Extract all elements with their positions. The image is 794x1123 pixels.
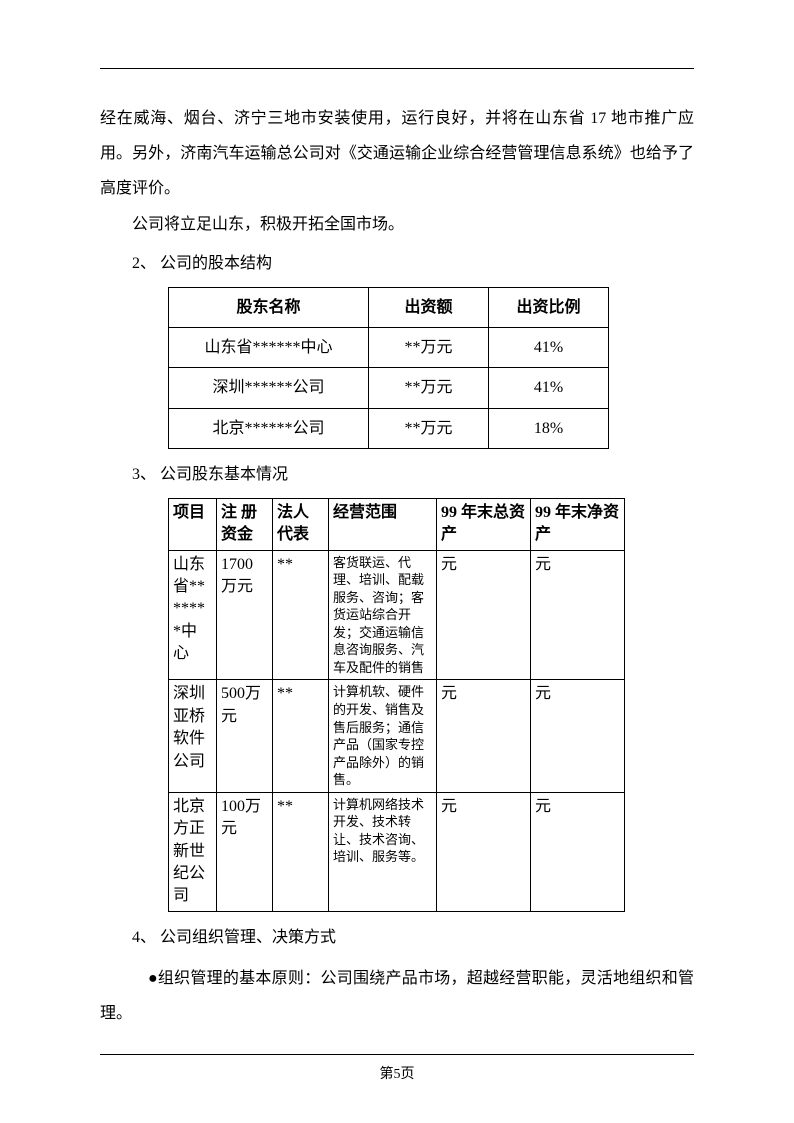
- table-cell: **: [273, 792, 329, 911]
- table-cell: 41%: [489, 328, 609, 368]
- paragraph-1: 经在威海、烟台、济宁三地市安装使用，运行良好，并将在山东省 17 地市推广应用。…: [100, 101, 694, 207]
- table-cell: **万元: [369, 368, 489, 408]
- table-row: 北京方正新世纪公司 100万元 ** 计算机网络技术开发、技术转让、技术咨询、培…: [169, 792, 625, 911]
- table-cell: 41%: [489, 368, 609, 408]
- table-cell: 元: [437, 680, 531, 792]
- shareholder-info-table: 项目 注 册资金 法人代表 经营范围 99 年末总资产 99 年末净资产 山东省…: [168, 498, 625, 912]
- table-header-cell: 项目: [169, 498, 217, 550]
- table-cell: **: [273, 550, 329, 680]
- table-cell: 计算机网络技术开发、技术转让、技术咨询、培训、服务等。: [329, 792, 437, 911]
- table-header-cell: 99 年末净资产: [531, 498, 625, 550]
- paragraph-2: 公司将立足山东，积极开拓全国市场。: [100, 207, 694, 242]
- section-4-title: 4、 公司组织管理、决策方式: [132, 920, 694, 955]
- table-cell: 元: [531, 680, 625, 792]
- table-cell: 元: [531, 550, 625, 680]
- table-row: 山东省******中心 **万元 41%: [169, 328, 609, 368]
- table-header-cell: 99 年末总资产: [437, 498, 531, 550]
- table-cell: 计算机软、硬件的开发、销售及售后服务；通信产品（国家专控产品除外）的销售。: [329, 680, 437, 792]
- content-area: 经在威海、烟台、济宁三地市安装使用，运行良好，并将在山东省 17 地市推广应用。…: [100, 101, 694, 1031]
- table-header-cell: 法人代表: [273, 498, 329, 550]
- table-cell: 山东省*******中心: [169, 550, 217, 680]
- table-cell: 100万元: [217, 792, 273, 911]
- table-cell: 北京******公司: [169, 408, 369, 448]
- table-header-cell: 经营范围: [329, 498, 437, 550]
- table-row: 深圳亚桥软件公司 500万元 ** 计算机软、硬件的开发、销售及售后服务；通信产…: [169, 680, 625, 792]
- table-row: 深圳******公司 **万元 41%: [169, 368, 609, 408]
- table-cell: 客货联运、代理、培训、配载服务、咨询；客货运站综合开发；交通运输信息咨询服务、汽…: [329, 550, 437, 680]
- table-header-row: 项目 注 册资金 法人代表 经营范围 99 年末总资产 99 年末净资产: [169, 498, 625, 550]
- table-header-cell: 注 册资金: [217, 498, 273, 550]
- header-rule: [100, 68, 694, 69]
- table-cell: **: [273, 680, 329, 792]
- table-header-cell: 股东名称: [169, 287, 369, 327]
- table-header-cell: 出资比例: [489, 287, 609, 327]
- table-cell: 山东省******中心: [169, 328, 369, 368]
- equity-structure-table: 股东名称 出资额 出资比例 山东省******中心 **万元 41% 深圳***…: [168, 287, 609, 449]
- section-2-title: 2、 公司的股本结构: [132, 246, 694, 281]
- table-cell: 500万元: [217, 680, 273, 792]
- table-cell: 元: [437, 550, 531, 680]
- table-cell: 北京方正新世纪公司: [169, 792, 217, 911]
- table-cell: 18%: [489, 408, 609, 448]
- page-footer: 第5页: [100, 1054, 694, 1083]
- table-cell: 深圳******公司: [169, 368, 369, 408]
- table-cell: 元: [531, 792, 625, 911]
- page-container: 经在威海、烟台、济宁三地市安装使用，运行良好，并将在山东省 17 地市推广应用。…: [0, 0, 794, 1123]
- table-row: 山东省*******中心 1700万元 ** 客货联运、代理、培训、配载服务、咨…: [169, 550, 625, 680]
- table-cell: 元: [437, 792, 531, 911]
- bullet-paragraph: ●组织管理的基本原则：公司围绕产品市场，超越经营职能，灵活地组织和管理。: [100, 961, 694, 1031]
- footer-rule: [100, 1054, 694, 1055]
- table-cell: **万元: [369, 328, 489, 368]
- table-header-row: 股东名称 出资额 出资比例: [169, 287, 609, 327]
- section-3-title: 3、 公司股东基本情况: [132, 457, 694, 492]
- table-header-cell: 出资额: [369, 287, 489, 327]
- table-cell: **万元: [369, 408, 489, 448]
- table-row: 北京******公司 **万元 18%: [169, 408, 609, 448]
- table-cell: 1700万元: [217, 550, 273, 680]
- page-number: 第5页: [380, 1067, 415, 1082]
- table-cell: 深圳亚桥软件公司: [169, 680, 217, 792]
